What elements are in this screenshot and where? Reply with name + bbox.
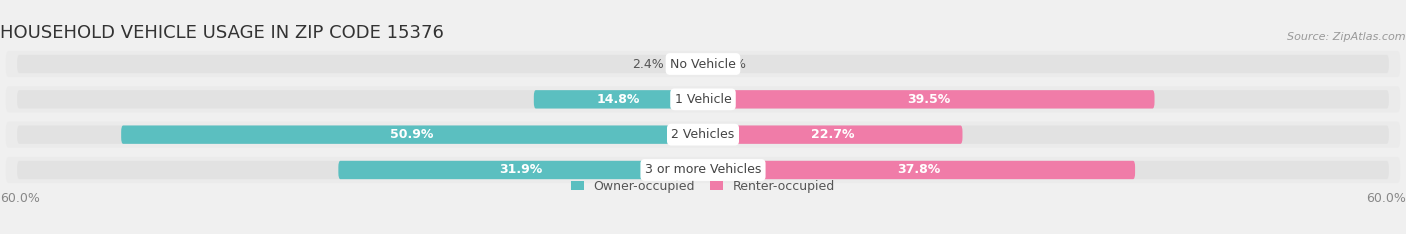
Text: 0.0%: 0.0% [714,58,747,70]
FancyBboxPatch shape [6,157,1400,183]
FancyBboxPatch shape [6,86,1400,112]
FancyBboxPatch shape [6,51,1400,77]
FancyBboxPatch shape [703,161,1135,179]
Text: 3 or more Vehicles: 3 or more Vehicles [645,164,761,176]
Text: 14.8%: 14.8% [596,93,640,106]
Text: 50.9%: 50.9% [391,128,434,141]
Text: 31.9%: 31.9% [499,164,543,176]
FancyBboxPatch shape [17,161,1389,179]
Text: 2 Vehicles: 2 Vehicles [672,128,734,141]
Text: 39.5%: 39.5% [907,93,950,106]
FancyBboxPatch shape [675,55,703,73]
FancyBboxPatch shape [703,125,963,144]
Text: 22.7%: 22.7% [811,128,855,141]
FancyBboxPatch shape [17,125,1389,144]
Text: 60.0%: 60.0% [1367,192,1406,205]
Text: 60.0%: 60.0% [0,192,39,205]
Text: No Vehicle: No Vehicle [671,58,735,70]
Legend: Owner-occupied, Renter-occupied: Owner-occupied, Renter-occupied [571,180,835,193]
Text: 37.8%: 37.8% [897,164,941,176]
Text: 1 Vehicle: 1 Vehicle [675,93,731,106]
FancyBboxPatch shape [17,90,1389,109]
FancyBboxPatch shape [17,55,1389,73]
FancyBboxPatch shape [534,90,703,109]
Text: 2.4%: 2.4% [633,58,664,70]
FancyBboxPatch shape [339,161,703,179]
Text: HOUSEHOLD VEHICLE USAGE IN ZIP CODE 15376: HOUSEHOLD VEHICLE USAGE IN ZIP CODE 1537… [0,24,444,42]
FancyBboxPatch shape [6,122,1400,148]
FancyBboxPatch shape [703,90,1154,109]
FancyBboxPatch shape [121,125,703,144]
Text: Source: ZipAtlas.com: Source: ZipAtlas.com [1288,32,1406,42]
